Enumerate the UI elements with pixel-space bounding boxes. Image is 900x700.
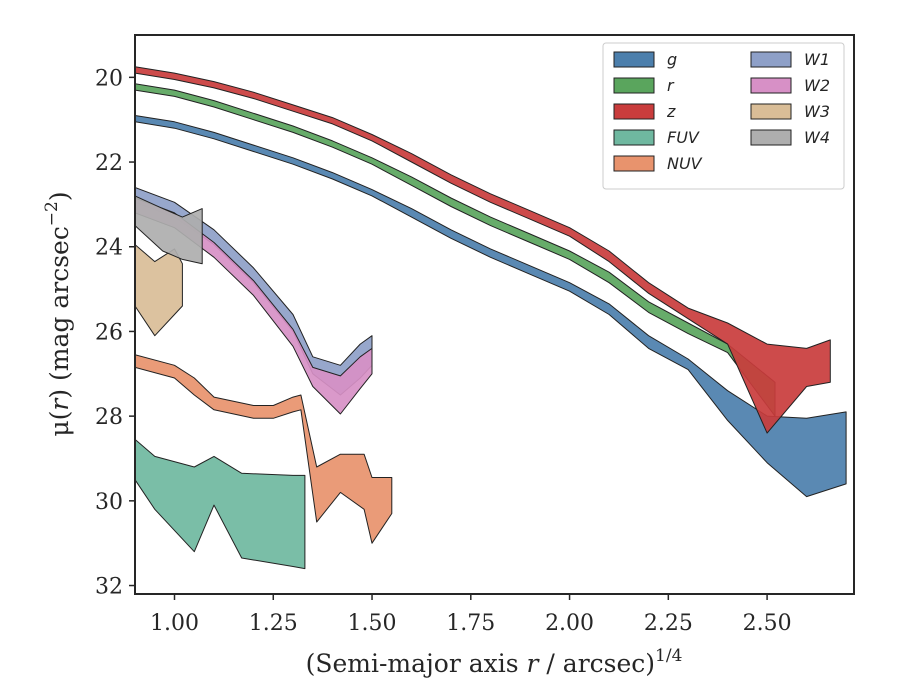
x-tick-label: 2.00 (545, 611, 594, 636)
legend-label: FUV (667, 128, 700, 147)
legend-label: W3 (804, 102, 830, 121)
legend-item-g: g (613, 50, 677, 69)
y-tick-label: 32 (95, 575, 123, 600)
legend-item-w3: W3 (750, 102, 830, 121)
y-tick-label: 30 (95, 490, 123, 515)
y-tick-label: 24 (95, 236, 123, 261)
legend-label: W2 (804, 76, 830, 95)
legend-swatch (750, 129, 792, 146)
legend-label: z (666, 102, 676, 121)
legend-label: g (667, 50, 677, 69)
legend-item-z: z (613, 102, 676, 121)
x-tick-label: 1.50 (348, 611, 397, 636)
y-tick-label: 20 (95, 66, 123, 91)
legend-item-w2: W2 (750, 76, 830, 95)
x-tick-label: 1.75 (446, 611, 495, 636)
legend-swatch (750, 103, 792, 120)
band-z (135, 66, 831, 434)
legend-item-fuv: FUV (613, 128, 700, 147)
legend-swatch (613, 77, 655, 94)
legend: grz FUV NUV W1 W2 W3 W4 (602, 42, 845, 190)
legend-swatch (750, 51, 792, 68)
band-fuv (135, 438, 306, 570)
legend-label: W1 (804, 50, 830, 69)
legend-swatch (750, 77, 792, 94)
legend-swatch (613, 155, 655, 172)
x-tick-label: 1.25 (249, 611, 298, 636)
band-w3 (135, 244, 183, 337)
x-tick-label: 2.50 (743, 611, 792, 636)
legend-swatch (613, 129, 655, 146)
legend-item-nuv: NUV (613, 154, 703, 173)
y-axis-label: μ(r) (mag arcsec−2) (42, 191, 74, 436)
legend-label: NUV (667, 154, 703, 173)
x-tick-label: 1.00 (150, 611, 199, 636)
legend-swatch (613, 51, 655, 68)
legend-item-w1: W1 (750, 50, 830, 69)
x-tick-label: 2.25 (644, 611, 693, 636)
series-bands (135, 66, 847, 570)
y-tick-label: 22 (95, 151, 123, 176)
x-axis: 1.00 1.25 1.50 1.75 2.00 2.25 2.50 (150, 594, 792, 636)
y-tick-label: 26 (95, 320, 123, 345)
legend-swatch (613, 103, 655, 120)
band-w4 (135, 195, 203, 265)
legend-label: r (667, 76, 675, 95)
band-g (135, 115, 847, 498)
plot-frame (134, 34, 855, 595)
y-tick-label: 28 (95, 405, 123, 430)
x-axis-label: (Semi-major axis r / arcsec)1/4 (306, 646, 683, 678)
legend-label: W4 (804, 128, 830, 147)
legend-item-w4: W4 (750, 128, 830, 147)
band-nuv (135, 354, 393, 544)
y-axis: 20 22 24 26 28 30 32 (95, 66, 135, 600)
legend-item-r: r (613, 76, 675, 95)
